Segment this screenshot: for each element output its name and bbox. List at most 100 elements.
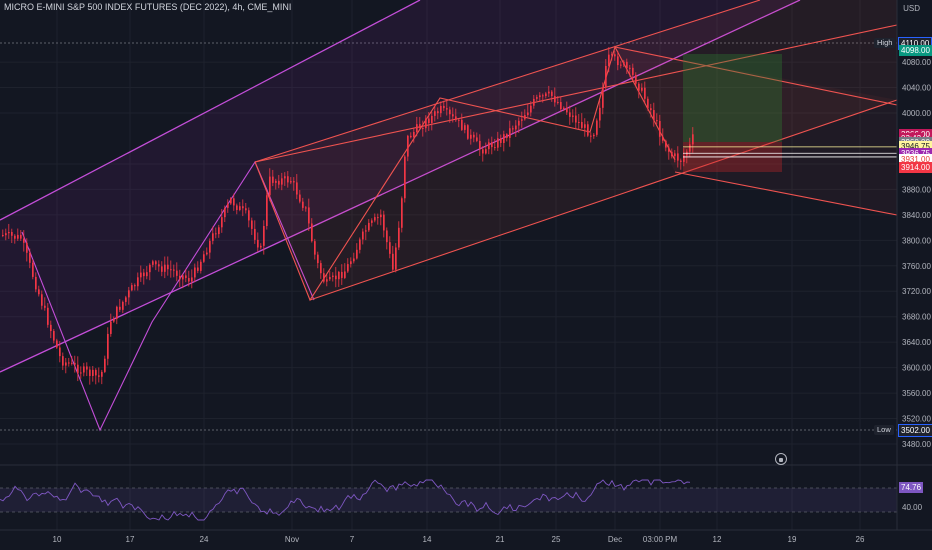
rsi-pane[interactable] — [0, 464, 932, 521]
candle-body — [20, 234, 22, 239]
candle-body — [8, 231, 10, 234]
candle-body — [623, 61, 625, 65]
candle-body — [428, 118, 430, 124]
symbol-title[interactable]: MICRO E-MINI S&P 500 INDEX FUTURES (DEC … — [4, 2, 292, 12]
candle-body — [599, 107, 601, 121]
candle-body — [245, 208, 247, 211]
candle-body — [83, 366, 85, 373]
candle-body — [434, 111, 436, 116]
candle-body — [371, 220, 373, 223]
candle-body — [305, 207, 307, 209]
red-zigzag — [254, 45, 676, 302]
candle-body — [173, 269, 175, 271]
candle-body — [125, 297, 127, 302]
candle-body — [113, 318, 115, 322]
candle-body — [557, 102, 559, 104]
time-axis-tick: Dec — [608, 535, 622, 544]
candle-body — [671, 151, 673, 157]
candle-body — [143, 272, 145, 277]
price-axis-tick: 4040.00 — [902, 84, 931, 93]
time-axis[interactable]: 10 17 24 Nov 7 14 21 25 Dec 03:00 PM 12 19 26 — [0, 529, 932, 544]
candle-body — [71, 362, 73, 364]
candle-body — [437, 111, 439, 114]
currency-label[interactable]: USD — [903, 4, 920, 13]
candle-body — [383, 214, 385, 231]
candle-body — [5, 233, 7, 236]
time-axis-tick: 14 — [423, 535, 432, 544]
price-tag: 3936.75 — [899, 147, 932, 159]
candle-body — [131, 285, 133, 291]
candle-body — [506, 134, 508, 138]
candle-body — [596, 120, 598, 135]
candle-body — [392, 253, 394, 270]
candle-body — [422, 128, 424, 130]
time-axis-tick: 19 — [788, 535, 797, 544]
candle-body — [296, 182, 298, 195]
drawing-channels[interactable] — [0, 0, 898, 432]
candle-body — [536, 97, 538, 99]
candle-body — [77, 364, 79, 374]
candle-body — [299, 194, 301, 202]
candle-body — [185, 275, 187, 279]
candle-body — [140, 272, 142, 278]
position-zones[interactable] — [683, 54, 782, 172]
candle-body — [620, 64, 622, 66]
candle-body — [521, 119, 523, 121]
candle-body — [359, 239, 361, 250]
candle-body — [476, 137, 478, 141]
candle-body — [215, 233, 217, 235]
candle-body — [644, 87, 646, 99]
candle-body — [548, 91, 550, 94]
candle-body — [251, 220, 253, 229]
candle-body — [641, 87, 643, 91]
horizontal-levels — [683, 146, 897, 158]
candle-body — [176, 270, 178, 276]
price-axis-tick: 3720.00 — [902, 287, 931, 296]
candle-body — [350, 261, 352, 265]
candle-body — [110, 321, 112, 334]
candle-body — [137, 277, 139, 287]
target-zone — [683, 54, 782, 142]
candle-body — [638, 83, 640, 91]
price-axis[interactable]: 4080.004040.004000.003920.003880.003840.… — [896, 0, 931, 530]
candle-body — [590, 135, 592, 137]
price-axis-tick: 4080.00 — [902, 58, 931, 67]
violet-channel-upper — [0, 0, 421, 221]
candle-body — [674, 153, 676, 157]
candle-body — [170, 269, 172, 271]
candle-body — [578, 121, 580, 123]
price-tag: 3502.00 — [898, 423, 932, 437]
price-tag: 4110.00 — [897, 36, 932, 50]
candle-body — [167, 264, 169, 270]
candle-body — [425, 118, 427, 129]
candle-body — [161, 266, 163, 272]
price-tag: 3914.00 — [899, 162, 932, 174]
candle-body — [446, 108, 448, 110]
candle-body — [290, 181, 292, 183]
candle-body — [194, 267, 196, 278]
candle-body — [80, 372, 82, 374]
candle-body — [533, 98, 535, 106]
violet-channel-lower — [0, 0, 801, 373]
candle-body — [107, 333, 109, 359]
lock-icon[interactable] — [775, 453, 787, 465]
candle-body — [653, 110, 655, 121]
candle-body — [155, 261, 157, 265]
candle-body — [482, 149, 484, 154]
candle-body — [68, 362, 70, 364]
candle-body — [128, 290, 130, 298]
candle-body — [485, 149, 487, 154]
price-axis-tick: 3880.00 — [902, 185, 931, 194]
candle-body — [545, 93, 547, 97]
time-axis-tick: 12 — [713, 535, 722, 544]
candle-body — [50, 324, 52, 332]
time-axis-tick: 7 — [350, 535, 355, 544]
candle-body — [158, 264, 160, 267]
candle-body — [605, 65, 607, 88]
candle-body — [626, 61, 628, 69]
candle-body — [224, 207, 226, 218]
candle-body — [38, 289, 40, 295]
candle-body — [65, 362, 67, 366]
